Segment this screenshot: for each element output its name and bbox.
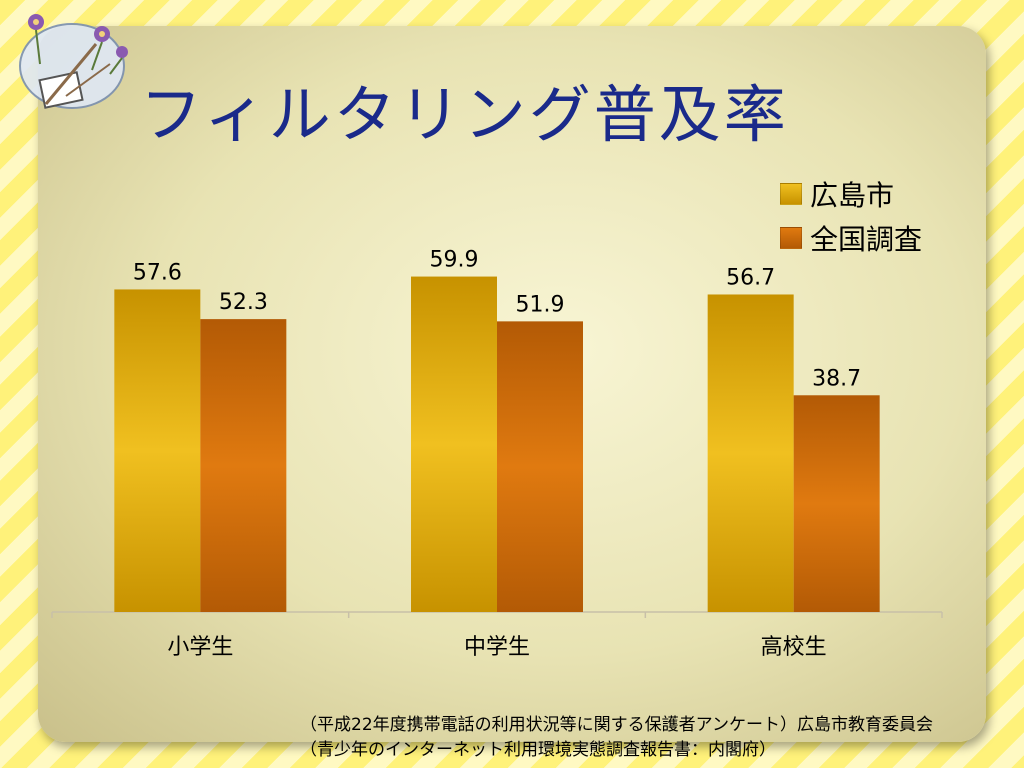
bar-series-2 bbox=[200, 319, 287, 612]
source-notes: （平成22年度携帯電話の利用状況等に関する保護者アンケート）広島市教育委員会 （… bbox=[300, 713, 933, 763]
data-label: 59.9 bbox=[430, 248, 479, 273]
monitor-illustration-icon bbox=[19, 14, 128, 109]
bar-series-1 bbox=[707, 294, 794, 612]
data-label: 56.7 bbox=[726, 265, 775, 290]
x-tick-label: 高校生 bbox=[761, 635, 827, 660]
legend-label-series-1: 広島市 bbox=[810, 179, 895, 212]
bar-series-2 bbox=[793, 395, 880, 612]
bar-series-1 bbox=[411, 276, 497, 612]
x-tick-label: 中学生 bbox=[464, 635, 530, 660]
source-note-2: （青少年のインターネット利用環境実態調査報告書：内閣府） bbox=[300, 740, 776, 760]
data-label: 51.9 bbox=[516, 292, 565, 317]
legend-swatch-series-2 bbox=[780, 227, 802, 249]
bar-series-2 bbox=[497, 321, 583, 612]
legend-label-series-2: 全国調査 bbox=[810, 223, 923, 256]
legend-swatch-series-1 bbox=[780, 183, 802, 205]
legend-item-series-1: 広島市 bbox=[780, 172, 922, 216]
data-label: 52.3 bbox=[219, 290, 268, 315]
x-tick-label: 小学生 bbox=[167, 635, 233, 660]
data-label: 57.6 bbox=[133, 260, 182, 285]
source-note-1: （平成22年度携帯電話の利用状況等に関する保護者アンケート）広島市教育委員会 bbox=[300, 715, 933, 735]
chart-legend: 広島市 全国調査 bbox=[780, 172, 922, 260]
legend-item-series-2: 全国調査 bbox=[780, 216, 922, 260]
bar-series-1 bbox=[114, 289, 201, 612]
page-title: フィルタリング普及率 bbox=[140, 78, 789, 151]
data-label: 38.7 bbox=[812, 366, 861, 391]
